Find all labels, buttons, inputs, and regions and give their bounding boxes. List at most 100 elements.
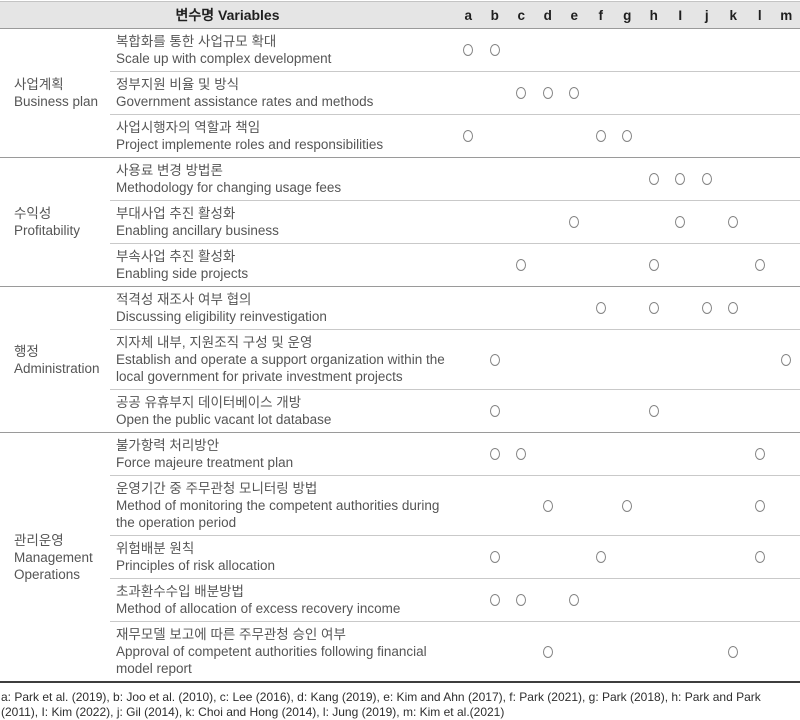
table-body: 사업계획 Business plan 복합화를 통한 사업규모 확대 Scale up…	[0, 29, 800, 683]
variable-name: 초과환수수입 배분방법 Method of allocation of exces…	[110, 583, 455, 617]
mark-cell-h	[641, 85, 668, 102]
group-rows: 사용료 변경 방법론 Methodology for changing usage…	[110, 158, 800, 286]
mark-cell-d	[535, 592, 562, 609]
variable-name-en: Open the public vacant lot database	[116, 412, 332, 427]
circle-mark-icon	[489, 594, 500, 606]
group-label-ko: 행정	[14, 343, 39, 359]
mark-cell-g	[614, 643, 641, 660]
mark-cell-k	[720, 300, 747, 317]
mark-cell-h	[641, 643, 668, 660]
variable-name-en: Government assistance rates and methods	[116, 94, 374, 109]
variable-name: 운영기간 중 주무관청 모니터링 방법 Method of monitoring …	[110, 480, 455, 531]
mark-cell-c	[508, 214, 535, 231]
variable-row: 복합화를 통한 사업규모 확대 Scale up with complex dev…	[110, 29, 800, 71]
circle-mark-icon	[648, 405, 659, 417]
mark-cell-c	[508, 446, 535, 463]
mark-cell-c	[508, 171, 535, 188]
mark-cell-e	[561, 300, 588, 317]
mark-cell-m	[773, 128, 800, 145]
variable-name-en: Scale up with complex development	[116, 51, 332, 66]
footnote-citations: a: Park et al. (2019), b: Joo et al. (20…	[1, 690, 761, 719]
variable-row: 부대사업 추진 활성화 Enabling ancillary business	[110, 200, 800, 243]
circle-mark-icon	[569, 594, 580, 606]
mark-row	[455, 214, 800, 231]
mark-cell-c	[508, 128, 535, 145]
mark-cell-a	[455, 128, 482, 145]
circle-mark-icon	[516, 594, 527, 606]
mark-cell-e	[561, 497, 588, 514]
variable-name-ko: 초과환수수입 배분방법	[116, 584, 244, 599]
mark-cell-l	[747, 643, 774, 660]
mark-cell-f	[588, 643, 615, 660]
mark-cell-k	[720, 592, 747, 609]
mark-cell-e	[561, 128, 588, 145]
variable-name-ko: 부속사업 추진 활성화	[116, 249, 236, 264]
variable-name-en: Force majeure treatment plan	[116, 455, 294, 470]
circle-mark-icon	[675, 216, 686, 228]
mark-cell-j	[694, 128, 721, 145]
circle-mark-icon	[781, 353, 792, 366]
mark-row	[455, 257, 800, 274]
mark-cell-a	[455, 446, 482, 463]
mark-row	[455, 403, 800, 420]
mark-cell-c	[508, 592, 535, 609]
variable-name-ko: 공공 유휴부지 데이터베이스 개방	[116, 395, 302, 410]
mark-cell-d	[535, 351, 562, 368]
mark-cell-f	[588, 171, 615, 188]
mark-cell-h	[641, 592, 668, 609]
mark-cell-h	[641, 257, 668, 274]
variable-name-en: Methodology for changing usage fees	[116, 180, 342, 195]
mark-cell-m	[773, 403, 800, 420]
mark-cell-k	[720, 214, 747, 231]
variable-name: 사업시행자의 역할과 책임 Project implemente roles an…	[110, 119, 455, 153]
mark-cell-m	[773, 446, 800, 463]
mark-cell-k	[720, 257, 747, 274]
mark-cell-f	[588, 85, 615, 102]
mark-cell-g	[614, 403, 641, 420]
circle-mark-icon	[622, 499, 633, 512]
circle-mark-icon	[516, 259, 527, 271]
mark-cell-I	[667, 171, 694, 188]
variable-row: 공공 유휴부지 데이터베이스 개방 Open the public vacant …	[110, 389, 800, 432]
mark-cell-l	[747, 85, 774, 102]
mark-cell-b	[482, 446, 509, 463]
variable-name-en: Discussing eligibility reinvestigation	[116, 309, 327, 324]
mark-cell-l	[747, 592, 774, 609]
circle-mark-icon	[728, 302, 739, 314]
variable-name: 복합화를 통한 사업규모 확대 Scale up with complex dev…	[110, 33, 455, 67]
variable-name-en: Approval of competent authorities follow…	[116, 644, 427, 676]
mark-cell-c	[508, 403, 535, 420]
mark-cell-l	[747, 446, 774, 463]
mark-cell-b	[482, 85, 509, 102]
mark-cell-I	[667, 128, 694, 145]
mark-cell-b	[482, 497, 509, 514]
circle-mark-icon	[569, 87, 580, 99]
variable-name-ko: 복합화를 통한 사업규모 확대	[116, 34, 277, 49]
circle-mark-icon	[648, 302, 659, 314]
mark-cell-j	[694, 214, 721, 231]
circle-mark-icon	[675, 173, 686, 185]
mark-cell-l	[747, 42, 774, 59]
mark-cell-m	[773, 85, 800, 102]
variable-name-en: Enabling ancillary business	[116, 223, 279, 238]
variable-name: 공공 유휴부지 데이터베이스 개방 Open the public vacant …	[110, 394, 455, 428]
column-header-l: l	[757, 7, 762, 23]
mark-cell-b	[482, 403, 509, 420]
mark-cell-e	[561, 257, 588, 274]
mark-cell-a	[455, 403, 482, 420]
circle-mark-icon	[728, 645, 739, 658]
mark-cell-e	[561, 214, 588, 231]
mark-cell-j	[694, 300, 721, 317]
mark-cell-b	[482, 643, 509, 660]
group-label-ko: 관리운영	[14, 532, 64, 548]
mark-cell-g	[614, 351, 641, 368]
mark-cell-b	[482, 171, 509, 188]
group-3: 관리운영 Management Operations 불가항력 처리방안 Force …	[0, 433, 800, 683]
group-rows: 불가항력 처리방안 Force majeure treatment plan 운영기…	[110, 433, 800, 681]
mark-cell-f	[588, 257, 615, 274]
mark-cell-k	[720, 42, 747, 59]
variable-row: 재무모델 보고에 따른 주무관청 승인 여부 Approval of compet…	[110, 621, 800, 681]
mark-cell-h	[641, 446, 668, 463]
circle-mark-icon	[489, 44, 500, 56]
mark-cell-k	[720, 643, 747, 660]
